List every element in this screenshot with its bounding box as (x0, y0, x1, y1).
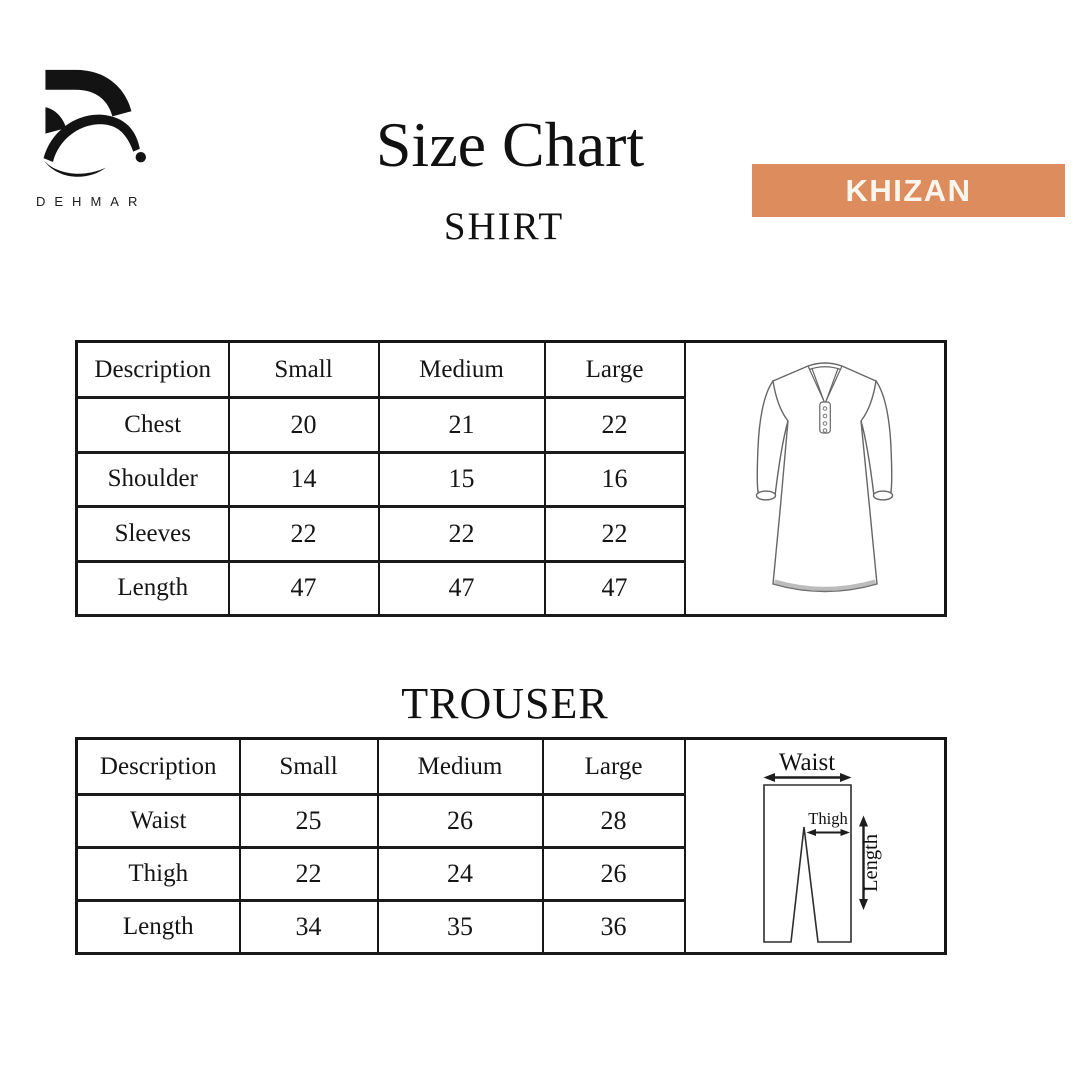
row-label: Shoulder (75, 451, 230, 508)
brand-badge: KHIZAN (752, 164, 1065, 217)
column-header-description: Description (75, 737, 241, 796)
size-value: 47 (377, 560, 546, 617)
size-value: 34 (238, 899, 379, 955)
table-row: Length 47 47 47 (75, 560, 946, 617)
trouser-diagram: Waist Thigh Length (762, 749, 882, 943)
shirt-section-heading: SHIRT (443, 205, 565, 248)
size-value: 22 (227, 505, 380, 562)
page-title: Size Chart (375, 109, 645, 180)
column-header-medium: Medium (376, 737, 544, 796)
size-value: 21 (377, 396, 546, 453)
size-value: 22 (543, 396, 686, 453)
row-label: Waist (75, 793, 241, 849)
row-label: Thigh (75, 846, 241, 902)
size-value: 26 (376, 793, 544, 849)
brand-wordmark: DEHMAR (36, 194, 147, 209)
table-row: Waist 25 26 28 (75, 793, 946, 849)
row-label: Sleeves (75, 505, 230, 562)
trouser-section-heading: TROUSER (401, 679, 609, 728)
table-row: Sleeves 22 22 22 (75, 505, 946, 562)
row-label: Length (75, 560, 230, 617)
table-header-row: Description Small Medium Large (75, 340, 947, 617)
size-value: 35 (376, 899, 544, 955)
row-label: Chest (75, 396, 230, 453)
trouser-size-table: Description Small Medium Large Waist Thi… (75, 737, 947, 955)
table-header-row: Description Small Medium Large Waist Thi… (75, 737, 947, 955)
size-value: 20 (227, 396, 380, 453)
column-header-description: Description (75, 340, 230, 399)
column-header-small: Small (238, 737, 379, 796)
size-value: 28 (541, 793, 686, 849)
row-label: Length (75, 899, 241, 955)
thigh-label: Thigh (808, 809, 848, 828)
size-value: 15 (377, 451, 546, 508)
size-value: 14 (227, 451, 380, 508)
shirt-illustration (755, 362, 893, 593)
size-value: 16 (543, 451, 686, 508)
size-value: 47 (543, 560, 686, 617)
waist-label: Waist (778, 749, 834, 776)
size-value: 24 (376, 846, 544, 902)
size-value: 36 (541, 899, 686, 955)
size-value: 22 (238, 846, 379, 902)
size-value: 22 (377, 505, 546, 562)
size-value: 25 (238, 793, 379, 849)
table-row: Shoulder 14 15 16 (75, 451, 946, 508)
table-row: Length 34 35 36 (75, 899, 946, 955)
dehmar-logo-mark-icon (43, 69, 146, 177)
table-row: Thigh 22 24 26 (75, 846, 946, 902)
column-header-small: Small (227, 340, 380, 399)
shirt-size-table: Description Small Medium Large (75, 340, 947, 617)
column-header-large: Large (541, 737, 686, 796)
size-value: 47 (227, 560, 380, 617)
column-header-large: Large (543, 340, 686, 399)
column-header-medium: Medium (377, 340, 546, 399)
size-value: 22 (543, 505, 686, 562)
length-label: Length (860, 834, 882, 892)
shirt-illustration-cell (683, 340, 947, 617)
table-row: Chest 20 21 22 (75, 396, 946, 453)
trouser-diagram-cell: Waist Thigh Length (683, 737, 947, 955)
dehmar-logo: DEHMAR (30, 60, 190, 209)
size-value: 26 (541, 846, 686, 902)
